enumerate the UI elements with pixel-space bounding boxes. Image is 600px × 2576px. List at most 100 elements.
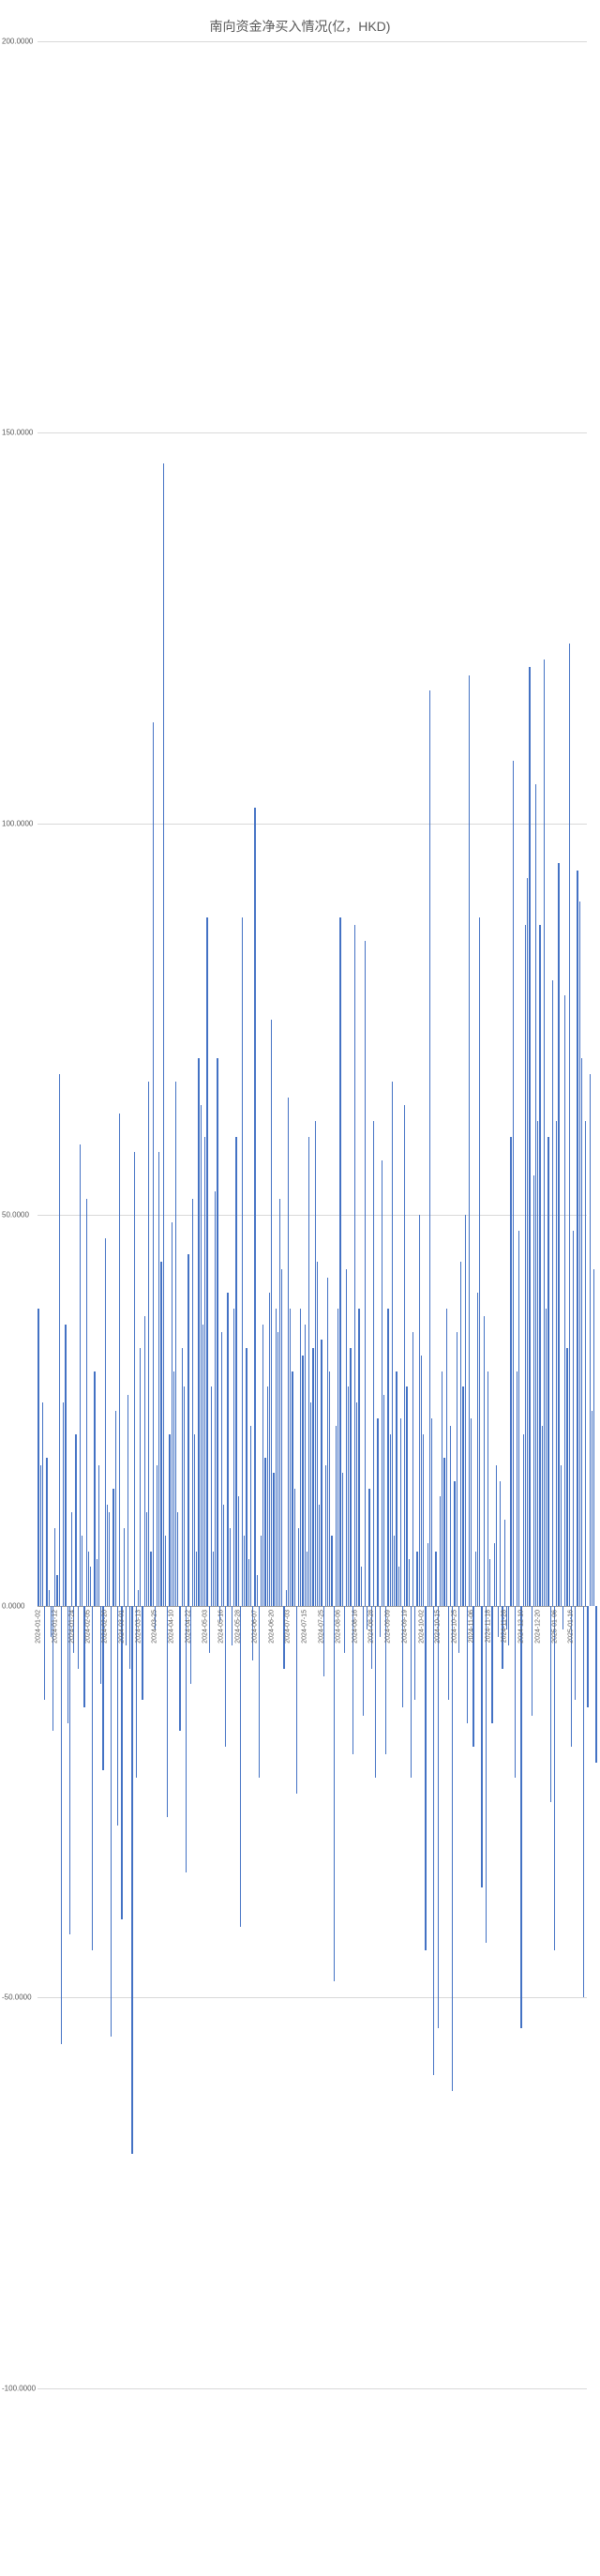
bar	[438, 1606, 439, 2028]
bar	[98, 1465, 99, 1606]
bar	[573, 1231, 574, 1606]
bar	[462, 1386, 463, 1606]
bar	[80, 1144, 81, 1606]
bar	[518, 1231, 519, 1606]
x-axis-tick-label: 2024-07-15	[302, 1610, 308, 1644]
x-axis-tick-label: 2024-10-15	[435, 1610, 442, 1644]
bar	[392, 1082, 393, 1606]
x-axis-tick-label: 2024-10-25	[452, 1610, 458, 1644]
bar	[97, 1559, 98, 1606]
x-axis-tick-label: 2024-03-25	[152, 1610, 158, 1644]
bar	[86, 1199, 87, 1606]
bar	[585, 1121, 586, 1606]
bar	[475, 1552, 476, 1606]
bar	[111, 1606, 112, 2037]
bar	[158, 1152, 159, 1606]
bar	[215, 1191, 216, 1606]
bar	[227, 1293, 228, 1606]
bar	[319, 1505, 320, 1606]
bar	[153, 722, 154, 1606]
bar	[435, 1552, 436, 1606]
bar	[504, 1520, 505, 1606]
bar	[61, 1606, 62, 2044]
bar	[257, 1575, 258, 1606]
x-axis-tick-label: 2024-01-24	[68, 1610, 75, 1644]
bar	[569, 644, 570, 1606]
bar	[454, 1481, 455, 1606]
bar	[173, 1371, 174, 1606]
bar	[383, 1395, 384, 1606]
bar	[271, 1020, 272, 1607]
x-axis-tick-label: 2025-01-06	[551, 1610, 558, 1644]
bar	[377, 1418, 378, 1606]
bar	[262, 1325, 263, 1606]
bar	[242, 917, 243, 1606]
x-axis-tick-label: 2024-08-16	[352, 1610, 358, 1644]
bar	[144, 1316, 145, 1606]
bar	[225, 1606, 226, 1747]
bar	[325, 1465, 326, 1606]
bar	[529, 667, 530, 1606]
bar	[204, 1137, 205, 1606]
bar	[562, 1606, 563, 1629]
bar	[321, 1340, 322, 1606]
x-axis-tick-label: 2024-05-16	[218, 1610, 225, 1644]
bar	[448, 1606, 449, 1700]
bar	[348, 1386, 349, 1606]
chart-title: 南向资金净买入情况(亿，HKD)	[8, 17, 592, 36]
bar	[235, 1137, 236, 1606]
bar	[281, 1269, 282, 1606]
bar	[564, 995, 565, 1606]
x-axis-tick-label: 2025-01-16	[568, 1610, 575, 1644]
bar	[361, 1567, 362, 1606]
bar	[160, 1262, 161, 1606]
plot-area: -100.0000-50.00000.000050.0000100.000015…	[38, 41, 587, 2388]
bar	[491, 1606, 492, 1723]
bar	[211, 1386, 212, 1606]
bar	[75, 1434, 76, 1606]
bar	[406, 1386, 407, 1606]
bar	[486, 1606, 487, 1943]
bar	[221, 1332, 222, 1606]
bar	[40, 1465, 41, 1606]
bar	[411, 1606, 412, 1778]
bar	[238, 1496, 239, 1606]
bar	[54, 1528, 55, 1606]
bar	[537, 1121, 538, 1606]
bar	[595, 1606, 596, 1763]
bar	[334, 1606, 335, 1981]
bar	[471, 1418, 472, 1606]
bar	[339, 917, 340, 1606]
x-axis-tick-label: 2024-06-07	[251, 1610, 258, 1644]
bar	[535, 784, 536, 1606]
gridline	[38, 2388, 587, 2389]
bar	[88, 1552, 89, 1606]
bar	[423, 1434, 424, 1606]
bar	[396, 1371, 397, 1606]
bars-layer	[38, 41, 587, 2388]
bar	[363, 1606, 364, 1716]
x-axis-tick-label: 2024-07-25	[318, 1610, 324, 1644]
bar	[209, 1606, 210, 1653]
bar	[350, 1348, 351, 1606]
bar	[590, 1074, 591, 1606]
x-axis-tick-label: 2024-01-12	[52, 1610, 58, 1644]
bar	[196, 1552, 197, 1606]
bar	[465, 1215, 466, 1606]
bar	[223, 1505, 224, 1606]
bar	[552, 980, 553, 1606]
bar	[90, 1567, 91, 1606]
x-axis-tick-label: 2024-02-20	[102, 1610, 109, 1644]
bar	[344, 1606, 345, 1653]
bar	[46, 1458, 47, 1606]
x-axis-tick-label: 2024-12-10	[518, 1610, 525, 1644]
bar	[331, 1536, 332, 1606]
bar	[375, 1606, 376, 1778]
bar	[105, 1238, 106, 1606]
bar	[286, 1590, 287, 1606]
bar	[94, 1371, 95, 1606]
bar	[129, 1606, 130, 1669]
bar	[546, 1309, 547, 1606]
bar	[460, 1262, 461, 1606]
bar	[523, 1434, 524, 1606]
